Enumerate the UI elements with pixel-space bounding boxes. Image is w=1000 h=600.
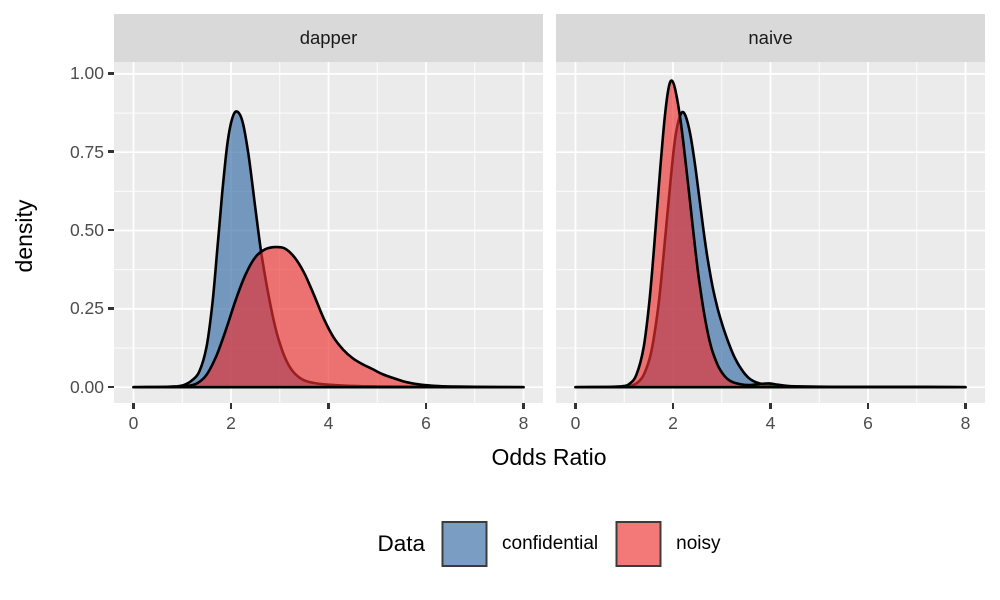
y-tick-mark — [107, 150, 114, 153]
facet-strip-dapper: dapper — [114, 13, 543, 62]
legend: Data confidential noisy — [377, 517, 721, 571]
x-tick-mark — [424, 403, 428, 409]
facet-strip-label: dapper — [299, 26, 358, 48]
x-tick-label: 2 — [226, 413, 236, 433]
y-tick-mark — [107, 385, 114, 388]
x-tick-label: 0 — [128, 413, 139, 433]
x-axis-title: Odds Ratio — [491, 444, 607, 470]
y-tick-mark — [107, 307, 114, 310]
legend-key-confidential — [441, 521, 488, 567]
y-tick-label: 0.75 — [69, 141, 104, 162]
x-tick-mark — [132, 403, 135, 409]
legend-title: Data — [377, 531, 426, 556]
y-tick-label: 0.25 — [69, 298, 104, 319]
legend-key-noisy — [615, 521, 662, 567]
x-tick-mark — [574, 403, 577, 409]
y-tick-label: 0.50 — [69, 220, 104, 241]
x-tick-label: 8 — [960, 413, 971, 433]
legend-label-confidential: confidential — [502, 533, 599, 554]
y-tick-mark — [107, 72, 114, 75]
y-tick-label: 1.00 — [69, 63, 104, 84]
legend-label-noisy: noisy — [676, 533, 721, 554]
x-tick-label: 8 — [518, 413, 529, 433]
x-tick-mark — [866, 403, 870, 409]
panel-naive — [556, 61, 985, 403]
y-tick-label: 0.00 — [69, 376, 104, 397]
x-tick-mark — [769, 403, 772, 409]
x-tick-mark — [522, 403, 525, 409]
x-tick-label: 6 — [421, 413, 431, 433]
x-tick-mark — [671, 403, 675, 409]
legend-swatch-noisy — [617, 523, 660, 565]
x-tick-label: 6 — [863, 413, 873, 433]
y-tick-mark — [107, 228, 114, 232]
x-tick-mark — [327, 403, 330, 409]
x-tick-label: 0 — [570, 413, 581, 433]
facet-strip-naive: naive — [556, 13, 985, 62]
density-curve-noisy — [132, 245, 525, 388]
x-tick-label: 4 — [765, 413, 776, 433]
legend-entry-noisy: noisy — [615, 521, 721, 567]
x-tick-mark — [229, 403, 233, 409]
legend-entries: confidential noisy — [441, 521, 721, 567]
x-tick-label: 2 — [668, 413, 678, 433]
facet-strip-label: naive — [748, 26, 793, 48]
panel-dapper — [114, 61, 543, 403]
legend-entry-confidential: confidential — [441, 521, 598, 567]
x-tick-mark — [964, 403, 967, 409]
density-curve-noisy — [574, 78, 967, 388]
legend-swatch-confidential — [443, 523, 486, 565]
x-tick-label: 4 — [323, 413, 334, 433]
